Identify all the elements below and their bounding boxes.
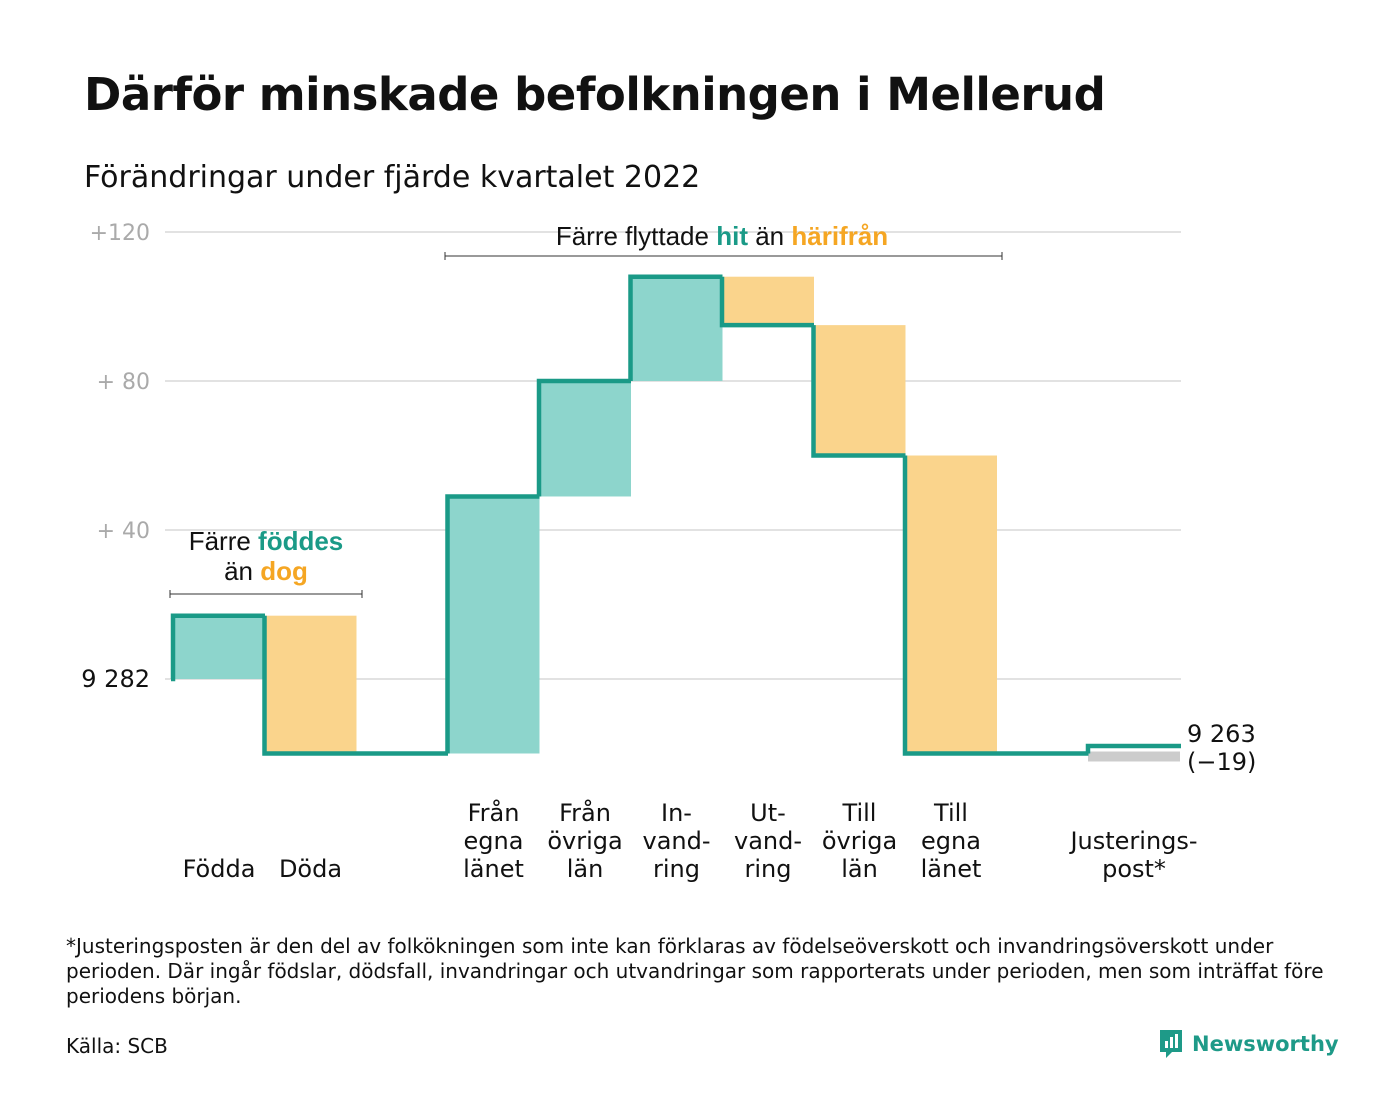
births-highlight: föddes: [258, 526, 343, 556]
category-label-8-2: länet: [921, 855, 982, 883]
category-label-7-1: övriga: [822, 827, 897, 855]
births-annotation-line1: Färre föddes: [189, 526, 344, 556]
step-line: [170, 274, 1181, 756]
bar-10: [1088, 751, 1180, 762]
brand-name: Newsworthy: [1192, 1032, 1339, 1056]
chart-title: Därför minskade befolkningen i Mellerud: [84, 68, 1106, 121]
bar-5: [630, 276, 723, 381]
category-label-7-0: Till: [842, 799, 877, 827]
category-label-4-0: Från: [559, 798, 611, 827]
category-label-8-1: egna: [921, 827, 981, 855]
bar-7: [813, 325, 906, 456]
bar-0: [173, 615, 265, 679]
category-label-4-1: övriga: [547, 827, 622, 855]
category-label-3-1: egna: [464, 827, 524, 855]
bars: [173, 276, 1180, 762]
footnote: *Justeringsposten är den del av folkökni…: [66, 934, 1324, 1008]
start-value-label: 9 282: [81, 665, 150, 693]
chart-subtitle: Förändringar under fjärde kvartalet 2022: [84, 160, 701, 195]
brand: Newsworthy: [1158, 1028, 1339, 1060]
category-label-10-0: Justerings-: [1068, 827, 1197, 855]
end-value-label: 9 263: [1187, 720, 1256, 748]
bar-3: [447, 496, 540, 754]
category-label-8-0: Till: [933, 799, 968, 827]
category-label-6-1: vand-: [734, 827, 802, 855]
category-label-0-0: Födda: [183, 855, 256, 883]
category-label-10-1: post*: [1102, 855, 1166, 883]
deaths-highlight: dog: [260, 556, 308, 586]
newsworthy-logo-icon: [1160, 1030, 1182, 1058]
y-tick-label-0: +120: [90, 221, 150, 246]
y-tick-label-1: + 80: [97, 370, 150, 395]
category-label-6-0: Ut-: [750, 799, 786, 827]
moves-in-highlight: hit: [716, 221, 748, 251]
bar-1: [264, 615, 357, 754]
births-annotation-line2: än dog: [224, 556, 308, 586]
category-label-5-1: vand-: [642, 827, 710, 855]
moves-out-highlight: härifrån: [791, 221, 888, 251]
category-label-7-2: län: [841, 855, 878, 883]
bar-8: [905, 455, 997, 754]
bar-4: [539, 381, 631, 497]
waterfall-chart: +120 + 80 + 40 9 282 9 263(−19) Födda Döda Från…: [81, 221, 1256, 883]
category-label-1-0: Döda: [279, 855, 342, 883]
category-label-5-0: In-: [661, 799, 692, 827]
end-change-label: (−19): [1187, 748, 1256, 776]
category-label-6-2: ring: [745, 855, 792, 883]
category-label-3-2: länet: [463, 855, 524, 883]
cumulative-step-line: [170, 274, 1181, 756]
category-label-3-0: Från: [468, 798, 520, 827]
category-label-4-2: län: [567, 855, 604, 883]
bar-6: [722, 276, 814, 326]
moves-annotation: Färre flyttade hit än härifrån: [556, 221, 888, 251]
annotations: Färre föddes än dog Färre flyttade hit ä…: [169, 221, 1003, 598]
category-label-5-2: ring: [653, 855, 700, 883]
source-note: Källa: SCB: [66, 1034, 168, 1058]
y-tick-label-2: + 40: [97, 519, 150, 544]
axis-labels: +120 + 80 + 40 9 282 9 263(−19) Födda Döda Från…: [81, 221, 1256, 883]
